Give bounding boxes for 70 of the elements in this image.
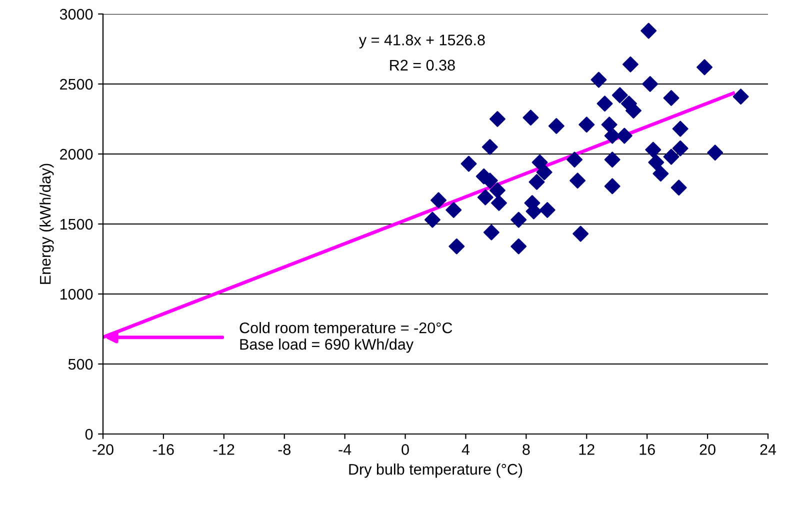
point <box>572 226 589 242</box>
y-tick-label: 500 <box>68 358 93 370</box>
x-tick-label: -20 <box>92 444 114 455</box>
point <box>604 178 620 194</box>
x-tick-label: 4 <box>462 444 470 455</box>
x-tick-label: 12 <box>579 444 594 455</box>
point <box>612 87 628 104</box>
point <box>448 238 465 254</box>
point <box>616 128 632 144</box>
point <box>430 192 446 208</box>
x-tick-label: -16 <box>153 444 174 455</box>
y-tick-label: 2000 <box>60 148 93 160</box>
point <box>539 202 556 218</box>
point <box>642 76 658 92</box>
point <box>590 72 607 88</box>
annotation: y = 41.8x + 1526.8 <box>358 34 485 48</box>
x-tick-label: 0 <box>402 444 409 455</box>
y-tick-label: 2500 <box>60 78 93 90</box>
point <box>696 59 712 76</box>
point <box>510 238 527 254</box>
x-tick-label: -8 <box>278 444 290 455</box>
point <box>424 212 440 228</box>
point <box>626 102 642 119</box>
y-tick-label: 1500 <box>60 218 93 230</box>
point <box>663 148 680 165</box>
x-tick-label: 20 <box>700 444 716 455</box>
point <box>604 152 620 168</box>
point <box>732 88 749 105</box>
x-tick-label: -12 <box>214 444 234 455</box>
x-tick-label: 16 <box>640 444 655 455</box>
x-axis-title: Dry bulb temperature (°C) <box>349 464 522 478</box>
point <box>528 174 545 190</box>
y-tick-label: 3000 <box>60 8 93 20</box>
point <box>672 120 688 137</box>
y-tick-label: 0 <box>85 428 93 440</box>
point <box>536 164 552 180</box>
point <box>648 154 664 170</box>
point <box>489 182 506 198</box>
point <box>483 224 500 240</box>
y-tick-label: 1000 <box>60 288 93 300</box>
point <box>652 166 669 182</box>
point <box>489 111 506 127</box>
point <box>532 154 548 170</box>
x-tick-label: -4 <box>338 444 352 455</box>
point <box>663 90 680 106</box>
point <box>477 189 494 206</box>
point <box>640 22 657 39</box>
point <box>604 128 620 144</box>
point <box>548 118 564 134</box>
x-tick-label: 24 <box>760 444 776 455</box>
point <box>707 144 724 161</box>
point <box>645 142 662 158</box>
point <box>670 180 687 196</box>
point <box>570 172 586 189</box>
y-axis-title: Energy (kWh/day) <box>39 164 54 284</box>
point <box>672 140 688 156</box>
point <box>522 110 539 126</box>
point <box>482 139 498 155</box>
point <box>578 116 595 133</box>
point <box>460 156 477 172</box>
point <box>601 116 618 133</box>
annotation: Cold room temperature = -20°C Base load = 690 kWh/day <box>240 322 452 353</box>
point <box>596 96 613 112</box>
annotation: R2 = 0.38 <box>390 60 455 71</box>
point <box>491 195 507 211</box>
point <box>566 152 583 168</box>
point <box>446 202 462 218</box>
x-tick-label: 8 <box>522 444 530 455</box>
point <box>510 212 527 228</box>
point <box>622 56 638 72</box>
